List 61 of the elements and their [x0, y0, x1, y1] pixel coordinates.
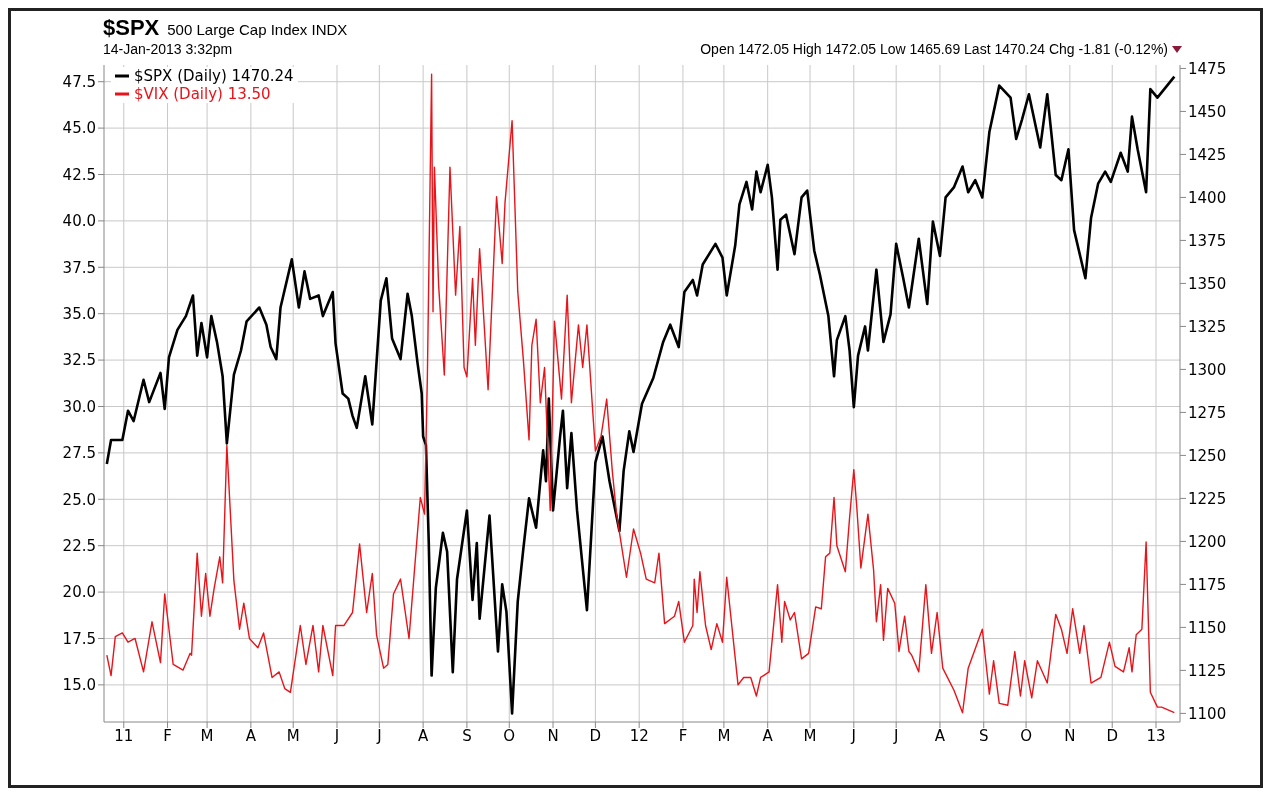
y2-tick-label: 1125	[1188, 661, 1227, 680]
y2-tick-label: 1375	[1188, 231, 1227, 250]
y-tick-label: 27.5	[62, 444, 96, 463]
x-tick-label: 13	[1146, 726, 1166, 745]
x-tick-label: J	[850, 726, 857, 745]
y-tick-label: 25.0	[62, 490, 96, 509]
x-tick-label: 12	[629, 726, 649, 745]
y-tick-label: 35.0	[62, 305, 96, 324]
x-tick-label: O	[1020, 726, 1032, 745]
x-tick-label: S	[978, 726, 989, 745]
text: 14-Jan-2013 3:32pm	[103, 41, 233, 57]
x-tick-label: M	[803, 726, 817, 745]
x-tick-label: M	[286, 726, 300, 745]
x-tick-label: S	[462, 726, 472, 745]
y-tick-label: 32.5	[62, 351, 96, 370]
y2-tick-label: 1275	[1188, 403, 1227, 422]
x-tick-label: A	[762, 726, 774, 745]
y-tick-label: 22.5	[62, 537, 96, 556]
y-tick-label: 45.0	[62, 119, 96, 138]
y-tick-label: 40.0	[62, 212, 96, 231]
text: Open 1472.05 High 1472.05 Low 1465.69 Last 1470.24 Chg -1.81 (-0.12%)	[700, 41, 1168, 57]
legend-label: $SPX (Daily) 1470.24	[134, 67, 294, 85]
y2-tick-label: 1350	[1188, 274, 1227, 293]
x-tick-label: A	[418, 726, 429, 745]
y2-tick-label: 1400	[1188, 188, 1227, 207]
y-tick-label: 47.5	[62, 73, 96, 92]
y2-tick-label: 1225	[1188, 489, 1227, 508]
x-tick-label: A	[245, 726, 257, 745]
y2-tick-label: 1175	[1188, 575, 1227, 594]
x-tick-label: D	[589, 726, 602, 745]
y2-tick-label: 1200	[1188, 532, 1227, 551]
x-tick-label: J	[892, 726, 899, 745]
x-tick-label: A	[934, 726, 946, 745]
y2-tick-label: 1250	[1188, 446, 1227, 465]
y-tick-label: 42.5	[62, 165, 96, 184]
chart-title: $SPX	[103, 15, 160, 41]
y-tick-label: 17.5	[62, 629, 96, 648]
chart-subtitle: 500 Large Cap Index INDX	[167, 21, 348, 38]
x-tick-label: J	[333, 726, 340, 745]
legend-label: $VIX (Daily) 13.50	[134, 85, 271, 103]
x-tick-label: D	[1106, 726, 1118, 745]
y-tick-label: 15.0	[62, 676, 96, 695]
x-tick-label: J	[376, 726, 382, 745]
x-tick-label: N	[547, 726, 559, 745]
x-tick-label: M	[200, 726, 214, 745]
x-tick-label: F	[678, 726, 688, 745]
x-tick-label: N	[1064, 726, 1076, 745]
x-tick-label: O	[503, 726, 516, 745]
y2-tick-label: 1450	[1188, 102, 1227, 121]
y-tick-label: 37.5	[62, 258, 96, 277]
y2-tick-label: 1475	[1188, 59, 1227, 78]
y-tick-label: 20.0	[62, 583, 96, 602]
x-tick-label: F	[163, 726, 172, 745]
x-tick-label: M	[717, 726, 731, 745]
y2-tick-label: 1300	[1188, 360, 1227, 379]
y2-tick-label: 1100	[1188, 704, 1227, 723]
x-tick-label: 11	[114, 726, 134, 745]
y-tick-label: 30.0	[62, 397, 96, 416]
y2-tick-label: 1425	[1188, 145, 1227, 164]
y2-tick-label: 1325	[1188, 317, 1227, 336]
y2-tick-label: 1150	[1188, 618, 1227, 637]
